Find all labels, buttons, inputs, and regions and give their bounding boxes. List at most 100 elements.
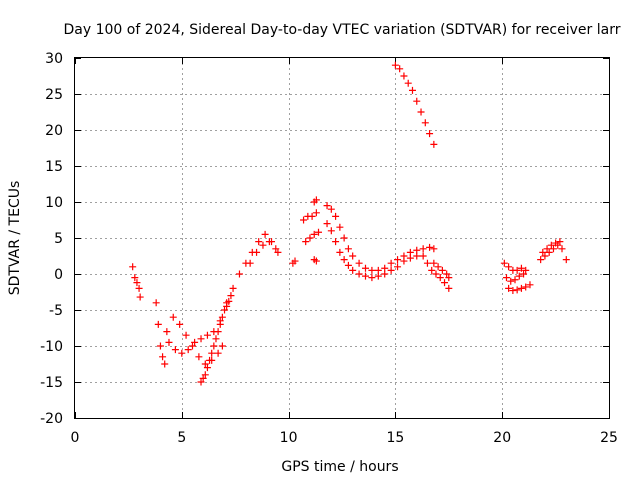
data-point — [201, 371, 209, 379]
series-seg-h — [300, 209, 320, 224]
data-point — [549, 245, 557, 253]
data-point — [261, 230, 269, 238]
x-axis-label: GPS time / hours — [281, 459, 398, 475]
data-point — [135, 284, 143, 292]
y-tick-label: -5 — [49, 303, 63, 319]
data-point — [184, 346, 192, 354]
data-point — [332, 238, 340, 246]
series-seg-s — [505, 281, 534, 295]
data-point — [214, 349, 222, 357]
data-point — [361, 272, 369, 280]
data-point — [505, 263, 513, 271]
data-point — [396, 65, 404, 73]
data-point — [216, 320, 224, 328]
data-point — [520, 270, 528, 278]
data-point — [400, 257, 408, 265]
data-point — [178, 349, 186, 357]
data-point — [419, 252, 427, 260]
data-point — [161, 360, 169, 368]
data-point — [201, 360, 209, 368]
series-seg-b — [152, 299, 171, 368]
data-point — [541, 252, 549, 260]
y-tick-label: -15 — [40, 375, 63, 391]
data-point — [336, 223, 344, 231]
data-point — [210, 342, 218, 350]
y-tick-label: 30 — [45, 51, 63, 67]
data-point — [434, 263, 442, 271]
data-point — [340, 256, 348, 264]
data-point — [188, 342, 196, 350]
y-tick-label: 10 — [45, 195, 63, 211]
data-point — [441, 279, 449, 287]
data-point — [558, 245, 566, 253]
data-point — [212, 335, 220, 343]
data-point — [154, 320, 162, 328]
series-seg-m — [323, 220, 421, 282]
plot-frame — [74, 57, 610, 419]
data-point — [537, 256, 545, 264]
series-seg-r — [502, 270, 528, 285]
data-point — [344, 245, 352, 253]
data-point — [400, 72, 408, 80]
y-tick-label: -10 — [40, 339, 63, 355]
data-point — [272, 245, 280, 253]
chart-title: Day 100 of 2024, Sidereal Day-to-day VTE… — [64, 22, 621, 38]
data-point — [355, 270, 363, 278]
data-point — [156, 342, 164, 350]
data-point — [505, 284, 513, 292]
y-tick-label: 15 — [45, 159, 63, 175]
data-point — [436, 274, 444, 282]
data-point — [152, 299, 160, 307]
x-tick-label: 5 — [177, 430, 186, 446]
data-point — [428, 266, 436, 274]
data-point — [133, 279, 141, 287]
data-point — [312, 196, 320, 204]
data-point — [223, 302, 231, 310]
data-point — [323, 220, 331, 228]
y-tick-label: 25 — [45, 87, 63, 103]
data-point — [255, 238, 263, 246]
data-point — [203, 331, 211, 339]
series-seg-f — [246, 238, 280, 267]
data-point — [413, 252, 421, 260]
data-point — [225, 297, 233, 305]
data-point — [502, 274, 510, 282]
data-point — [218, 342, 226, 350]
series-seg-p — [391, 61, 438, 148]
data-point — [169, 313, 177, 321]
data-point — [562, 256, 570, 264]
data-point — [259, 241, 267, 249]
data-point — [522, 283, 530, 291]
data-point — [423, 259, 431, 267]
series-seg-i — [302, 228, 323, 246]
data-point — [302, 238, 310, 246]
x-tick-label: 25 — [600, 430, 618, 446]
data-point — [539, 248, 547, 256]
data-point — [199, 374, 207, 382]
data-point — [368, 274, 376, 282]
data-point — [306, 234, 314, 242]
x-tick-label: 20 — [493, 430, 511, 446]
data-point — [208, 349, 216, 357]
y-tick-label: 5 — [54, 231, 63, 247]
data-point — [374, 272, 382, 280]
data-point — [419, 245, 427, 253]
data-point — [513, 286, 521, 294]
data-point — [214, 328, 222, 336]
data-point — [218, 313, 226, 321]
data-point — [315, 228, 323, 236]
data-point — [165, 338, 173, 346]
data-point — [522, 266, 530, 274]
data-point — [308, 212, 316, 220]
data-point — [543, 245, 551, 253]
data-point — [171, 346, 179, 354]
data-point — [327, 227, 335, 235]
data-point — [312, 257, 320, 265]
data-point — [545, 248, 553, 256]
y-tick-label: 20 — [45, 123, 63, 139]
data-point — [556, 238, 564, 246]
data-points-layer — [129, 61, 570, 386]
data-point — [526, 281, 534, 289]
data-point — [246, 259, 254, 267]
